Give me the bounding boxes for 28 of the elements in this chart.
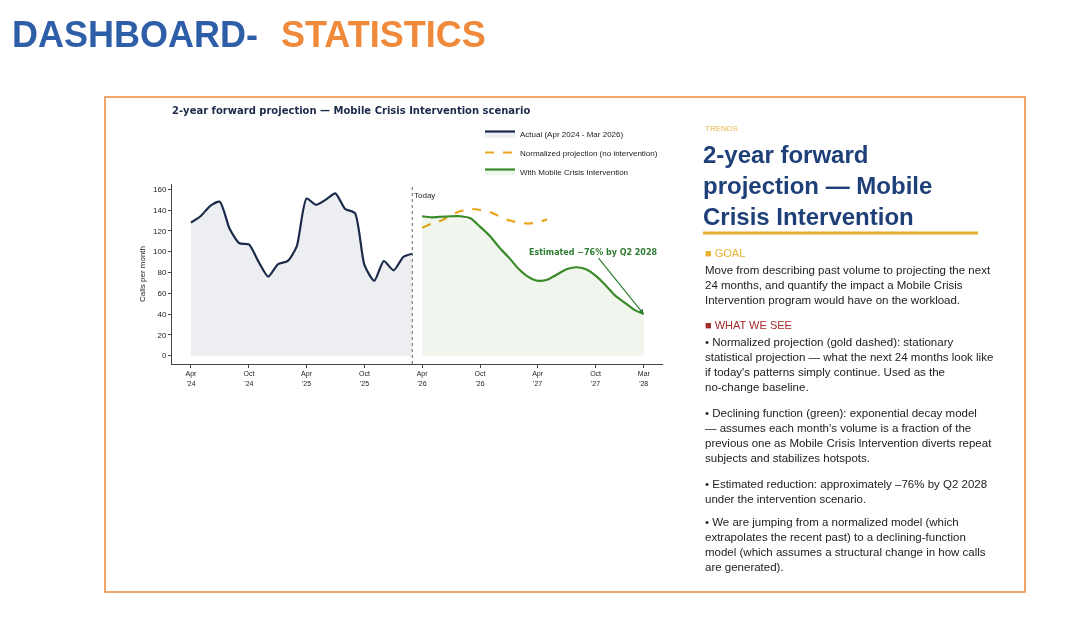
- text: STATISTICS: [281, 14, 486, 55]
- text: • We are jumping from a normalized model (which extrapolates the recent past) to a declining-function model (which assumes a structural change in how calls are generated).: [705, 516, 986, 573]
- y-tick-label: 60: [157, 289, 167, 299]
- legend-label: Normalized projection (no intervention): [520, 148, 658, 158]
- legend-label: Actual (Apr 2024 - Mar 2026): [520, 129, 624, 139]
- y-axis-title: Calls per month: [137, 245, 147, 303]
- text: ■ WHAT WE SEE: [705, 319, 792, 331]
- text: 2-year forward projection — Mobile Crisis Intervention: [703, 141, 933, 231]
- y-tick-label: 140: [153, 205, 167, 215]
- y-tick-label: 80: [157, 268, 167, 278]
- text: ■ GOAL: [705, 247, 746, 259]
- y-tick-label: 100: [153, 247, 167, 257]
- chart-title: 2-year forward projection — Mobile Crisis Intervention scenario: [172, 105, 531, 116]
- text: DASHBOARD-: [12, 14, 258, 55]
- ref-line-label: Today: [414, 191, 436, 200]
- y-tick-label: 20: [157, 330, 167, 340]
- text: • Declining function (green): exponential decay model — assumes each month's volume is a fraction of the previous one as Mobile Crisis Intervention diverts repeat subjects and stabilizes hotspots.: [705, 407, 993, 464]
- legend-label: With Mobile Crisis Intervention: [520, 167, 629, 177]
- annotation: Estimated −76% by Q2 2028: [529, 248, 658, 257]
- text: TRENDS: [705, 124, 738, 133]
- y-tick-label: 120: [153, 226, 167, 236]
- text: Move from describing past volume to projecting the next 24 months, and quantify the impact a Mobile Crisis Intervention program would have on the workload.: [705, 264, 991, 306]
- y-tick-label: 40: [157, 309, 167, 319]
- text: • Normalized projection (gold dashed): stationary statistical projection — what the next 24 months look like if today's patterns simply continue. Used as the no-change baseline.: [705, 336, 994, 393]
- y-tick-label: 160: [153, 185, 167, 194]
- text: • Estimated reduction: approximately –76% by Q2 2028 under the intervention scenario.: [705, 478, 988, 505]
- y-tick-label: 0: [161, 351, 167, 361]
- line-series: [420, 207, 549, 229]
